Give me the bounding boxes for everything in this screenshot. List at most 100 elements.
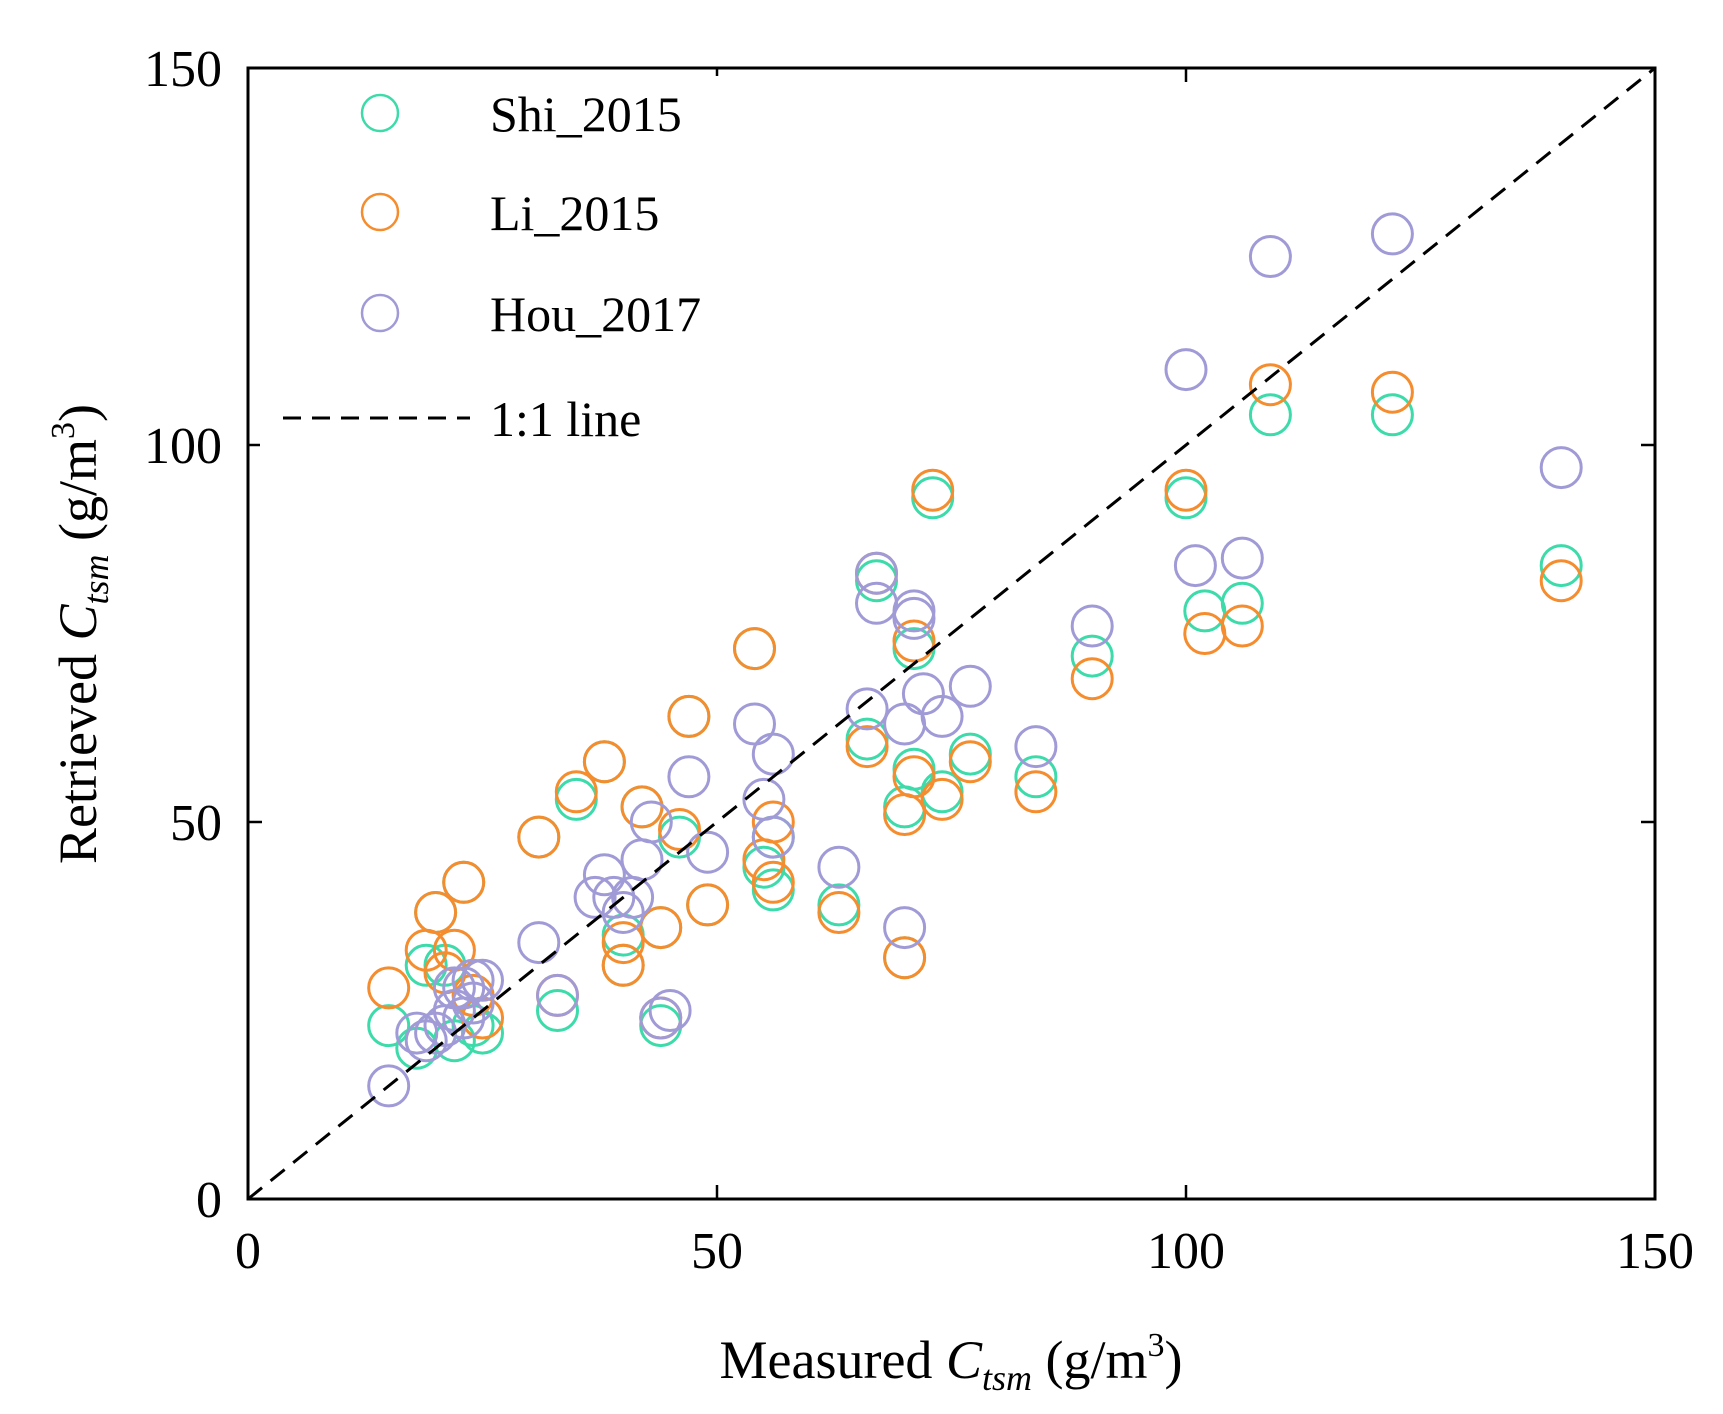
data-point-hou-2017 [461,958,504,1002]
data-point-hou-2017 [442,966,486,1010]
data-point-li-2015 [911,468,955,512]
data-point-hou-2017 [648,989,692,1032]
data-point-hou-2017 [517,921,561,965]
data-point-hou-2017 [367,1064,411,1108]
data-point-shi-2015 [1014,755,1058,799]
legend-label-li-2015: Li_2015 [490,185,659,241]
reference-line-group [247,66,1656,1201]
data-point-li-2015 [686,883,730,927]
data-point-li-2015 [1539,559,1583,603]
data-point-shi-2015 [536,989,579,1032]
x-tick-label: 0 [235,1223,261,1280]
data-point-li-2015 [442,860,486,904]
y-axis-label-symbol: C [48,604,108,641]
data-point-li-2015 [620,785,664,829]
data-point-hou-2017 [1014,725,1058,769]
y-axis-label: Retrieved Ctsm (g/m3) [45,404,116,864]
data-point-hou-2017 [751,732,795,776]
data-point-li-2015 [582,740,626,784]
data-point-li-2015 [517,815,561,859]
data-point-li-2015 [601,943,645,987]
data-point-li-2015 [845,725,889,769]
x-axis-label: Measured Ctsm (g/m3) [720,1327,1183,1398]
y-axis-label-superscript: 3 [45,422,82,439]
data-point-hou-2017 [817,845,861,889]
data-point-li-2015 [667,694,711,738]
data-point-shi-2015 [1070,634,1114,678]
data-point-shi-2015 [1248,393,1292,437]
x-axis-label-superscript: 3 [1147,1327,1164,1364]
data-point-li-2015 [414,891,458,934]
legend-marker-hou-2017 [360,293,400,333]
y-axis-label-unit-close: ) [48,404,108,422]
data-point-shi-2015 [1539,544,1583,588]
data-point-hou-2017 [1070,604,1114,648]
data-point-li-2015 [1070,657,1114,701]
data-point-li-2015 [639,906,683,950]
y-axis-label-prefix: Retrieved [48,641,108,864]
data-point-li-2015 [892,619,936,663]
data-point-li-2015 [817,891,861,934]
data-point-hou-2017 [1164,348,1208,392]
legend-label-1-1-line: 1:1 line [490,391,641,447]
data-point-hou-2017 [855,551,898,595]
data-point-hou-2017 [751,815,795,859]
data-point-hou-2017 [536,973,579,1017]
data-point-hou-2017 [582,853,626,897]
data-point-li-2015 [1370,370,1414,414]
data-point-li-2015 [658,808,701,851]
data-point-li-2015 [367,966,411,1010]
data-point-li-2015 [1164,468,1208,512]
data-point-li-2015 [948,740,992,784]
x-axis-label-unit: (g/m [1032,1330,1148,1390]
data-point-shi-2015 [1220,581,1264,625]
one-to-one-line [247,66,1656,1201]
data-point-hou-2017 [395,1011,439,1055]
data-point-hou-2017 [1220,536,1264,580]
data-marks [367,212,1583,1108]
data-point-hou-2017 [451,958,495,1002]
y-tick-label: 150 [144,41,222,98]
data-point-hou-2017 [573,875,617,919]
legend-label-hou-2017: Hou_2017 [490,286,701,342]
data-point-shi-2015 [404,943,448,987]
x-axis-label-unit-close: ) [1164,1330,1182,1390]
y-tick-label: 50 [170,795,222,852]
data-point-li-2015 [1014,770,1058,814]
data-point-li-2015 [920,777,964,821]
data-point-hou-2017 [592,875,636,919]
data-point-hou-2017 [1370,212,1414,256]
data-point-shi-2015 [1370,393,1414,437]
data-point-li-2015 [1248,363,1292,407]
data-point-hou-2017 [1248,235,1292,278]
x-axis-label-symbol: C [946,1330,983,1390]
data-point-hou-2017 [451,981,495,1025]
x-tick-label: 100 [1147,1223,1225,1280]
data-point-hou-2017 [845,687,889,731]
y-tick-label: 0 [196,1172,222,1229]
legend-label-shi-2015: Shi_2015 [490,86,682,142]
data-point-hou-2017 [1173,544,1217,588]
data-point-hou-2017 [639,996,683,1040]
y-axis-label-subscript: tsm [76,555,116,605]
data-point-hou-2017 [948,664,992,708]
x-tick-label: 50 [691,1223,743,1280]
data-point-hou-2017 [629,800,673,844]
data-point-hou-2017 [1539,446,1583,490]
data-point-li-2015 [883,936,927,980]
legend-marker-li-2015 [360,192,400,232]
data-point-li-2015 [554,770,598,814]
data-point-li-2015 [1220,604,1264,648]
data-point-hou-2017 [920,694,964,738]
data-point-hou-2017 [667,755,711,799]
data-point-hou-2017 [601,891,645,934]
x-axis-label-prefix: Measured [720,1330,946,1390]
x-axis-label-subscript: tsm [982,1358,1032,1398]
y-tick-label: 100 [144,418,222,475]
data-point-li-2015 [892,755,936,799]
y-axis-label-unit: (g/m [48,439,108,555]
data-point-li-2015 [601,921,645,965]
data-point-hou-2017 [686,830,730,874]
data-point-li-2015 [751,800,795,844]
